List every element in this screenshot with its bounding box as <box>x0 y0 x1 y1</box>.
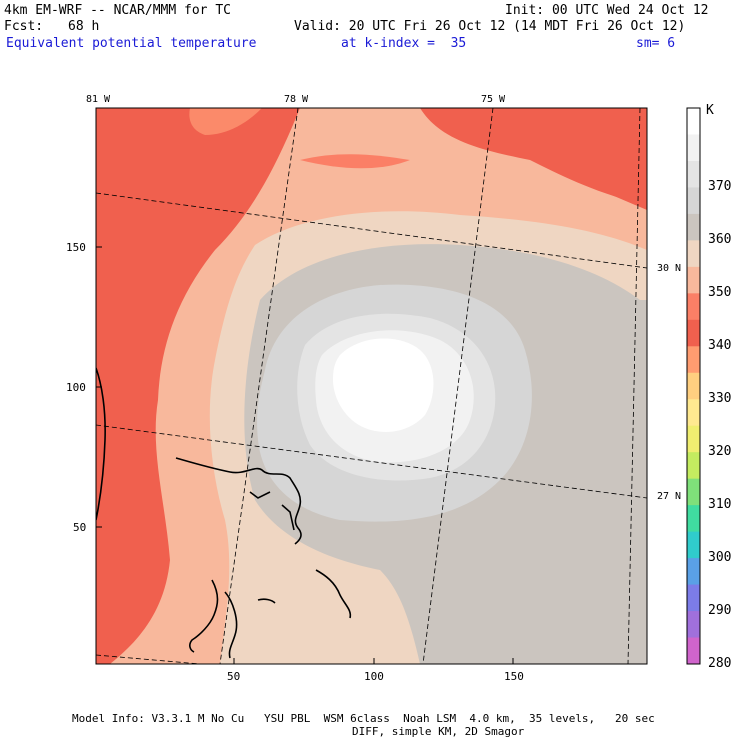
forecast-label: Fcst: <box>4 19 44 34</box>
colorbar-swatch <box>687 558 700 586</box>
colorbar-swatch <box>687 478 700 506</box>
model-title: 4km EM-WRF -- NCAR/MMM for TC <box>4 3 231 18</box>
colorbar-swatch <box>687 108 700 135</box>
colorbar-swatch <box>687 531 700 559</box>
map-frame <box>95 107 648 665</box>
colorbar-swatch <box>687 213 700 241</box>
coastlines <box>96 367 352 659</box>
colorbar-level-label: 300 <box>708 550 732 566</box>
colorbar-frame <box>686 107 701 665</box>
x-tick-100: 100 <box>364 670 384 683</box>
colorbar-swatch <box>687 293 700 321</box>
level-info: at k-index = 35 <box>341 36 467 51</box>
footer-model-info: Model Info: V3.3.1 M No Cu YSU PBL WSM 6… <box>72 712 655 725</box>
colorbar-swatch <box>687 346 700 374</box>
lat-label-30n: 30 N <box>657 263 682 274</box>
colorbar-swatch <box>687 160 700 188</box>
colorbar-swatch <box>687 425 700 453</box>
orange-patch <box>189 108 262 135</box>
init-time: Init: 00 UTC Wed 24 Oct 12 <box>505 3 709 18</box>
theta-e-field <box>96 108 647 664</box>
colorbar-level-label: 330 <box>708 391 732 407</box>
colorbar-unit: K <box>706 103 714 118</box>
colorbar-swatch <box>687 452 700 480</box>
valid-time: Valid: 20 UTC Fri 26 Oct 12 (14 MDT Fri … <box>294 19 686 34</box>
smoothing-info: sm= 6 <box>636 36 676 51</box>
colorbar-swatch <box>687 505 700 533</box>
streak-1 <box>300 154 410 169</box>
colorbar <box>686 107 701 665</box>
colorbar-level-label: 290 <box>708 603 732 619</box>
y-tick-50: 50 <box>73 521 87 534</box>
y-tick-150: 150 <box>66 241 86 254</box>
graticule <box>96 108 647 664</box>
lat-label-27n: 27 N <box>657 491 682 502</box>
colorbar-swatch <box>687 584 700 612</box>
eye-core <box>333 338 434 432</box>
footer-diffusion-info: DIFF, simple KM, 2D Smagor <box>352 725 525 738</box>
colorbar-level-label: 360 <box>708 232 732 248</box>
axis-ticks <box>96 246 514 664</box>
colorbar-swatch <box>687 611 700 639</box>
lon-label-81w: 81 W <box>86 94 111 105</box>
lon-label-78w: 78 W <box>284 94 309 105</box>
colorbar-swatch <box>687 134 700 162</box>
colorbar-swatch <box>687 266 700 294</box>
colorbar-level-label: 340 <box>708 338 732 354</box>
band-340-ne <box>420 108 647 205</box>
x-tick-150: 150 <box>504 670 524 683</box>
colorbar-level-label: 320 <box>708 444 732 460</box>
field-name: Equivalent potential temperature <box>6 36 257 51</box>
colorbar-level-label: 280 <box>708 656 732 671</box>
x-tick-50: 50 <box>227 670 241 683</box>
colorbar-level-label: 310 <box>708 497 732 513</box>
colorbar-swatch <box>687 372 700 400</box>
y-tick-100: 100 <box>66 381 86 394</box>
lon-label-75w: 75 W <box>481 94 506 105</box>
colorbar-level-label: 370 <box>708 179 732 195</box>
colorbar-swatch <box>687 240 700 268</box>
forecast-hour: 68 h <box>68 19 100 34</box>
colorbar-swatch <box>687 637 700 665</box>
colorbar-swatch <box>687 187 700 215</box>
colorbar-swatch <box>687 319 700 347</box>
colorbar-swatch <box>687 399 700 427</box>
colorbar-level-label: 350 <box>708 285 732 301</box>
